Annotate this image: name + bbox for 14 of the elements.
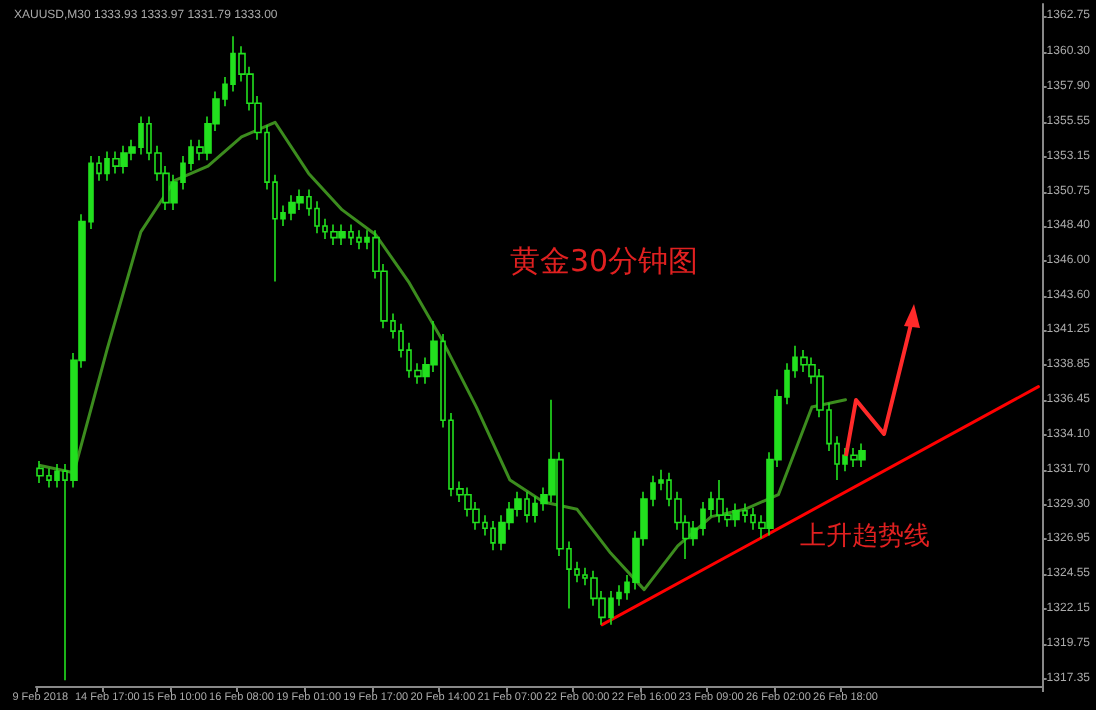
candlestick (120, 144, 128, 175)
candlestick (288, 194, 296, 221)
candlestick (330, 223, 338, 246)
candlestick (716, 479, 724, 524)
candlestick (850, 447, 858, 468)
candlestick (732, 502, 740, 528)
text: 黄金30分钟图 (510, 243, 699, 279)
candlestick (356, 229, 362, 251)
candlestick (36, 460, 44, 484)
candlestick (112, 150, 120, 175)
line-series (38, 120, 847, 592)
candlestick (338, 223, 346, 246)
annotation: 上升趋势线 (800, 522, 930, 552)
candlestick (858, 442, 866, 468)
